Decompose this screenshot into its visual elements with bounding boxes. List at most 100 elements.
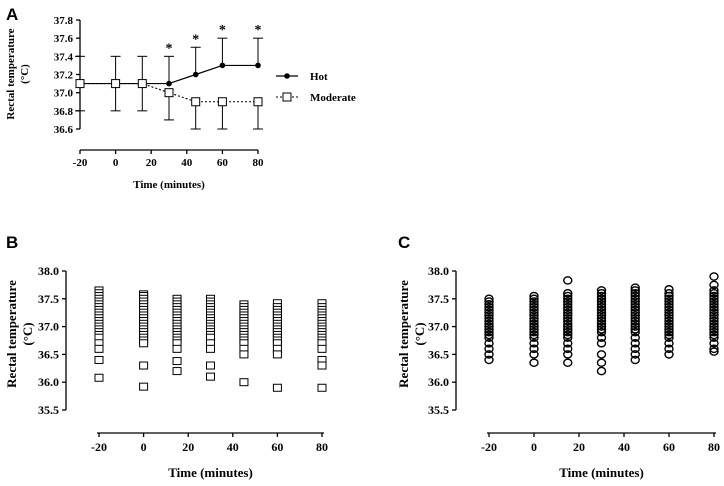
data-point-c	[709, 305, 719, 315]
x-axis-label-a: Time (minutes)	[133, 179, 205, 191]
data-point-b	[239, 378, 249, 387]
data-point-c	[563, 313, 573, 323]
data-point-c	[529, 322, 539, 331]
y-tick-label-c: 37.0	[428, 320, 449, 334]
data-point-c	[709, 302, 719, 312]
data-point-c	[596, 308, 607, 318]
data-point-c	[529, 313, 539, 323]
data-point-c	[596, 286, 607, 295]
point-moderate	[111, 79, 121, 89]
data-point-c	[563, 330, 573, 340]
panel-letter-b: B	[6, 233, 18, 252]
data-point-c	[630, 311, 640, 320]
data-point-b	[172, 357, 182, 366]
data-point-c	[664, 297, 674, 306]
data-point-c	[630, 338, 640, 348]
data-point-c	[484, 333, 494, 343]
data-point-c	[596, 291, 607, 301]
data-point-c	[664, 305, 674, 315]
data-point-c	[563, 344, 573, 354]
data-point-c	[529, 338, 539, 348]
legend-label-hot: Hot	[310, 71, 328, 83]
data-point-c	[630, 283, 640, 292]
data-point-c	[484, 311, 494, 320]
x-axis-label-b: Time (minutes)	[168, 465, 253, 480]
data-point-c	[630, 305, 640, 315]
data-point-c	[709, 347, 719, 356]
data-point-c	[596, 350, 607, 359]
data-point-c	[664, 333, 674, 343]
y-tick-label-a: 37.2	[54, 70, 74, 82]
data-point-c	[529, 325, 539, 334]
y-tick-label-c: 36.0	[428, 375, 449, 389]
data-point-c	[709, 294, 719, 304]
x-tick-label-a: 0	[113, 157, 119, 169]
y-axis-label-a: Rectal temperature (°C)	[5, 28, 31, 119]
x-tick-label-a: 40	[181, 157, 193, 169]
y-tick-label-c: 37.5	[428, 292, 449, 306]
data-point-c	[630, 327, 640, 337]
significance-star: *	[255, 23, 262, 38]
data-point-b	[317, 383, 327, 392]
data-point-c	[709, 311, 719, 320]
data-point-c	[529, 319, 539, 329]
x-tick-label-b: 60	[271, 440, 283, 454]
data-point-c	[563, 358, 573, 368]
data-point-c	[484, 325, 494, 334]
data-point-c	[664, 311, 674, 320]
data-point-c	[484, 316, 494, 326]
y-tick-label-b: 37.0	[38, 320, 59, 334]
significance-star: *	[192, 32, 199, 47]
data-point-b	[272, 350, 282, 359]
y-tick-label-c: 38.0	[428, 264, 449, 278]
data-point-c	[709, 272, 719, 281]
legend-marker-moderate	[282, 92, 292, 102]
y-tick-label-c: 35.5	[428, 403, 449, 417]
x-tick-label-c: 0	[531, 440, 537, 454]
data-point-c	[563, 300, 573, 309]
x-tick-label-a: 20	[146, 157, 158, 169]
y-tick-label-b: 38.0	[38, 264, 59, 278]
data-point-c	[709, 297, 719, 306]
data-point-c	[596, 316, 607, 326]
y-tick-label-b: 36.0	[38, 375, 59, 389]
data-point-c	[664, 300, 674, 309]
x-tick-label-c: -20	[481, 440, 497, 454]
x-tick-label-c: 80	[708, 440, 720, 454]
point-moderate	[253, 97, 263, 107]
data-point-c	[709, 333, 719, 343]
data-point-c	[596, 358, 607, 368]
panel-letter-a: A	[6, 5, 18, 24]
data-point-c	[529, 330, 539, 340]
data-point-c	[709, 330, 719, 340]
y-tick-label-a: 37.6	[54, 33, 74, 45]
data-point-c	[630, 322, 640, 331]
data-point-c	[563, 291, 573, 301]
data-point-b	[272, 383, 282, 392]
data-point-b	[94, 373, 104, 382]
data-point-c	[709, 300, 719, 309]
data-point-c	[709, 313, 719, 323]
data-point-c	[563, 311, 573, 320]
data-point-c	[563, 350, 573, 359]
data-point-c	[664, 338, 674, 348]
data-point-b	[139, 339, 149, 348]
data-point-c	[484, 319, 494, 329]
data-point-c	[484, 344, 494, 354]
point-moderate	[217, 97, 227, 107]
data-point-b	[206, 372, 215, 381]
data-point-c	[664, 325, 674, 334]
data-point-c	[596, 297, 607, 306]
data-point-c	[709, 319, 719, 329]
data-point-c	[563, 322, 573, 331]
data-point-b	[239, 350, 249, 359]
y-tick-label-c: 36.5	[428, 347, 449, 361]
data-point-c	[630, 344, 640, 354]
y-axis-label-a-line2: (°C)	[19, 64, 31, 84]
data-point-c	[596, 319, 607, 329]
data-point-c	[596, 294, 607, 304]
y-tick-label-a: 37.0	[54, 88, 74, 100]
data-point-c	[563, 333, 573, 343]
data-point-c	[630, 316, 640, 326]
point-hot	[192, 71, 199, 78]
